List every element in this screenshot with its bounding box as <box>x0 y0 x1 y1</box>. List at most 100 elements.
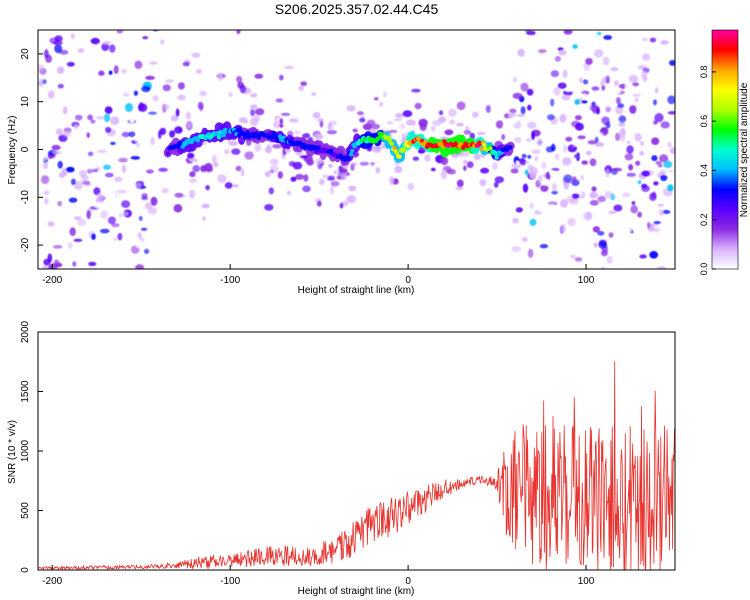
spectrogram-cell <box>250 104 258 110</box>
spectrogram-cell <box>316 200 322 207</box>
y-tick-label: 0 <box>20 567 31 573</box>
spectrogram-cell <box>626 172 636 177</box>
spectrogram-cell <box>575 316 581 322</box>
spectrogram-ridge-core <box>346 156 351 161</box>
spectrogram-cell <box>121 200 131 209</box>
spectrogram-cell <box>634 97 639 103</box>
y-tick-label: 2000 <box>20 320 31 343</box>
spectrogram-cell <box>71 311 76 319</box>
spectrogram-ridge-core <box>350 148 355 154</box>
spectrogram-cell <box>541 178 550 186</box>
spectrogram-cell <box>130 311 138 318</box>
spectrogram-cell <box>150 273 154 280</box>
spectrogram-cell <box>84 0 89 5</box>
spectrogram-cell <box>353 119 359 123</box>
spectrogram-cell <box>624 223 633 233</box>
spectrogram-cell <box>547 204 557 212</box>
spectrogram-cell <box>115 4 120 12</box>
spectrogram-cell <box>111 223 120 228</box>
spectrogram-cell <box>554 153 560 161</box>
spectrogram-cell <box>121 68 127 74</box>
spectrogram-cell <box>169 130 176 138</box>
spectrogram-cell <box>659 170 667 175</box>
spectrogram-cell <box>138 102 144 111</box>
spectrogram-cell <box>472 111 479 118</box>
spectrogram-cell <box>482 128 489 133</box>
spectrogram-cell <box>430 125 436 132</box>
spectrogram-cell <box>338 168 348 174</box>
spectrogram-cell <box>456 179 464 188</box>
spectrogram-cell <box>279 74 284 81</box>
spectrogram-cell <box>601 84 606 91</box>
spectrogram-cell <box>649 192 657 201</box>
spectrogram-cell <box>495 120 504 129</box>
spectrogram-cell <box>610 67 619 72</box>
spectrogram-cell <box>85 270 89 277</box>
colorbar-frame <box>711 29 739 270</box>
spectrogram-cell <box>386 121 394 125</box>
spectrogram-cell <box>446 168 457 175</box>
spectrogram-cell <box>628 164 634 171</box>
spectrogram-cell <box>554 55 562 62</box>
spectrogram-cell <box>67 299 74 307</box>
spectrogram-cell <box>275 98 284 103</box>
spectrogram-cell <box>449 119 456 125</box>
spectrogram-cell <box>563 144 568 153</box>
spectrogram-cell <box>133 136 143 143</box>
spectrogram-ridge-core <box>316 145 321 150</box>
spectrogram-cell <box>206 167 214 172</box>
spectrogram-cell <box>217 174 227 183</box>
spectrogram-cell <box>83 95 92 100</box>
spectrogram-cell <box>112 17 122 23</box>
spectrogram-cell <box>574 99 580 105</box>
spectrogram-cell <box>86 210 91 220</box>
spectrogram-cell <box>103 113 111 123</box>
spectrogram-cell <box>462 159 468 165</box>
spectrogram-cell <box>74 124 79 129</box>
spectrogram-cell <box>615 97 621 105</box>
spectrogram-cell <box>582 79 589 85</box>
spectrogram-cell <box>74 216 82 221</box>
spectrogram-cell <box>624 153 634 161</box>
spectrogram-cell <box>438 110 444 116</box>
spectrogram-cell <box>141 196 149 201</box>
spectrogram-cell <box>667 142 672 148</box>
spectrogram-cell <box>373 97 379 101</box>
spectrogram-cell <box>585 57 593 65</box>
spectrogram-cell <box>379 101 384 108</box>
spectrogram-cell <box>160 39 165 45</box>
spectrogram-cell <box>529 171 537 179</box>
spectrogram-cell <box>602 56 610 66</box>
spectrogram-cell <box>47 221 55 227</box>
spectrogram-cell <box>109 44 116 53</box>
spectrogram-cell <box>147 207 158 215</box>
spectrogram-cell <box>540 184 549 192</box>
spectrogram-cell <box>581 160 588 165</box>
spectrogram-cell <box>634 132 642 142</box>
spectrogram-cell <box>55 128 64 136</box>
spectrogram-cell <box>582 72 589 79</box>
spectrogram-cell <box>628 74 639 83</box>
spectrogram-cell <box>115 274 120 283</box>
spectrogram-cell <box>550 235 561 239</box>
spectrogram-cell <box>290 176 297 182</box>
spectrogram-cell <box>601 266 605 269</box>
spectrogram-cell <box>562 157 572 166</box>
spectrogram-cell <box>57 83 64 89</box>
spectrogram-cell <box>581 100 588 104</box>
spectrogram-cell <box>662 209 671 214</box>
spectrogram-cell <box>295 173 305 180</box>
spectrogram-cell <box>551 143 556 152</box>
spectrogram-cell <box>456 122 464 127</box>
snr-y-label: SNR (10 * v/v) <box>7 420 18 484</box>
spectrogram-cell <box>589 158 597 167</box>
spectrogram-cell <box>198 104 204 112</box>
spectrogram-cell <box>150 196 158 206</box>
spectrogram-cell <box>517 48 525 57</box>
spectrogram-cell <box>148 111 157 115</box>
spectrogram-cell <box>637 180 642 185</box>
x-tick-label: 0 <box>405 576 411 587</box>
spectrogram-cell <box>669 60 675 66</box>
spectrogram-cell <box>485 105 491 113</box>
spectrogram-cell <box>591 86 600 91</box>
